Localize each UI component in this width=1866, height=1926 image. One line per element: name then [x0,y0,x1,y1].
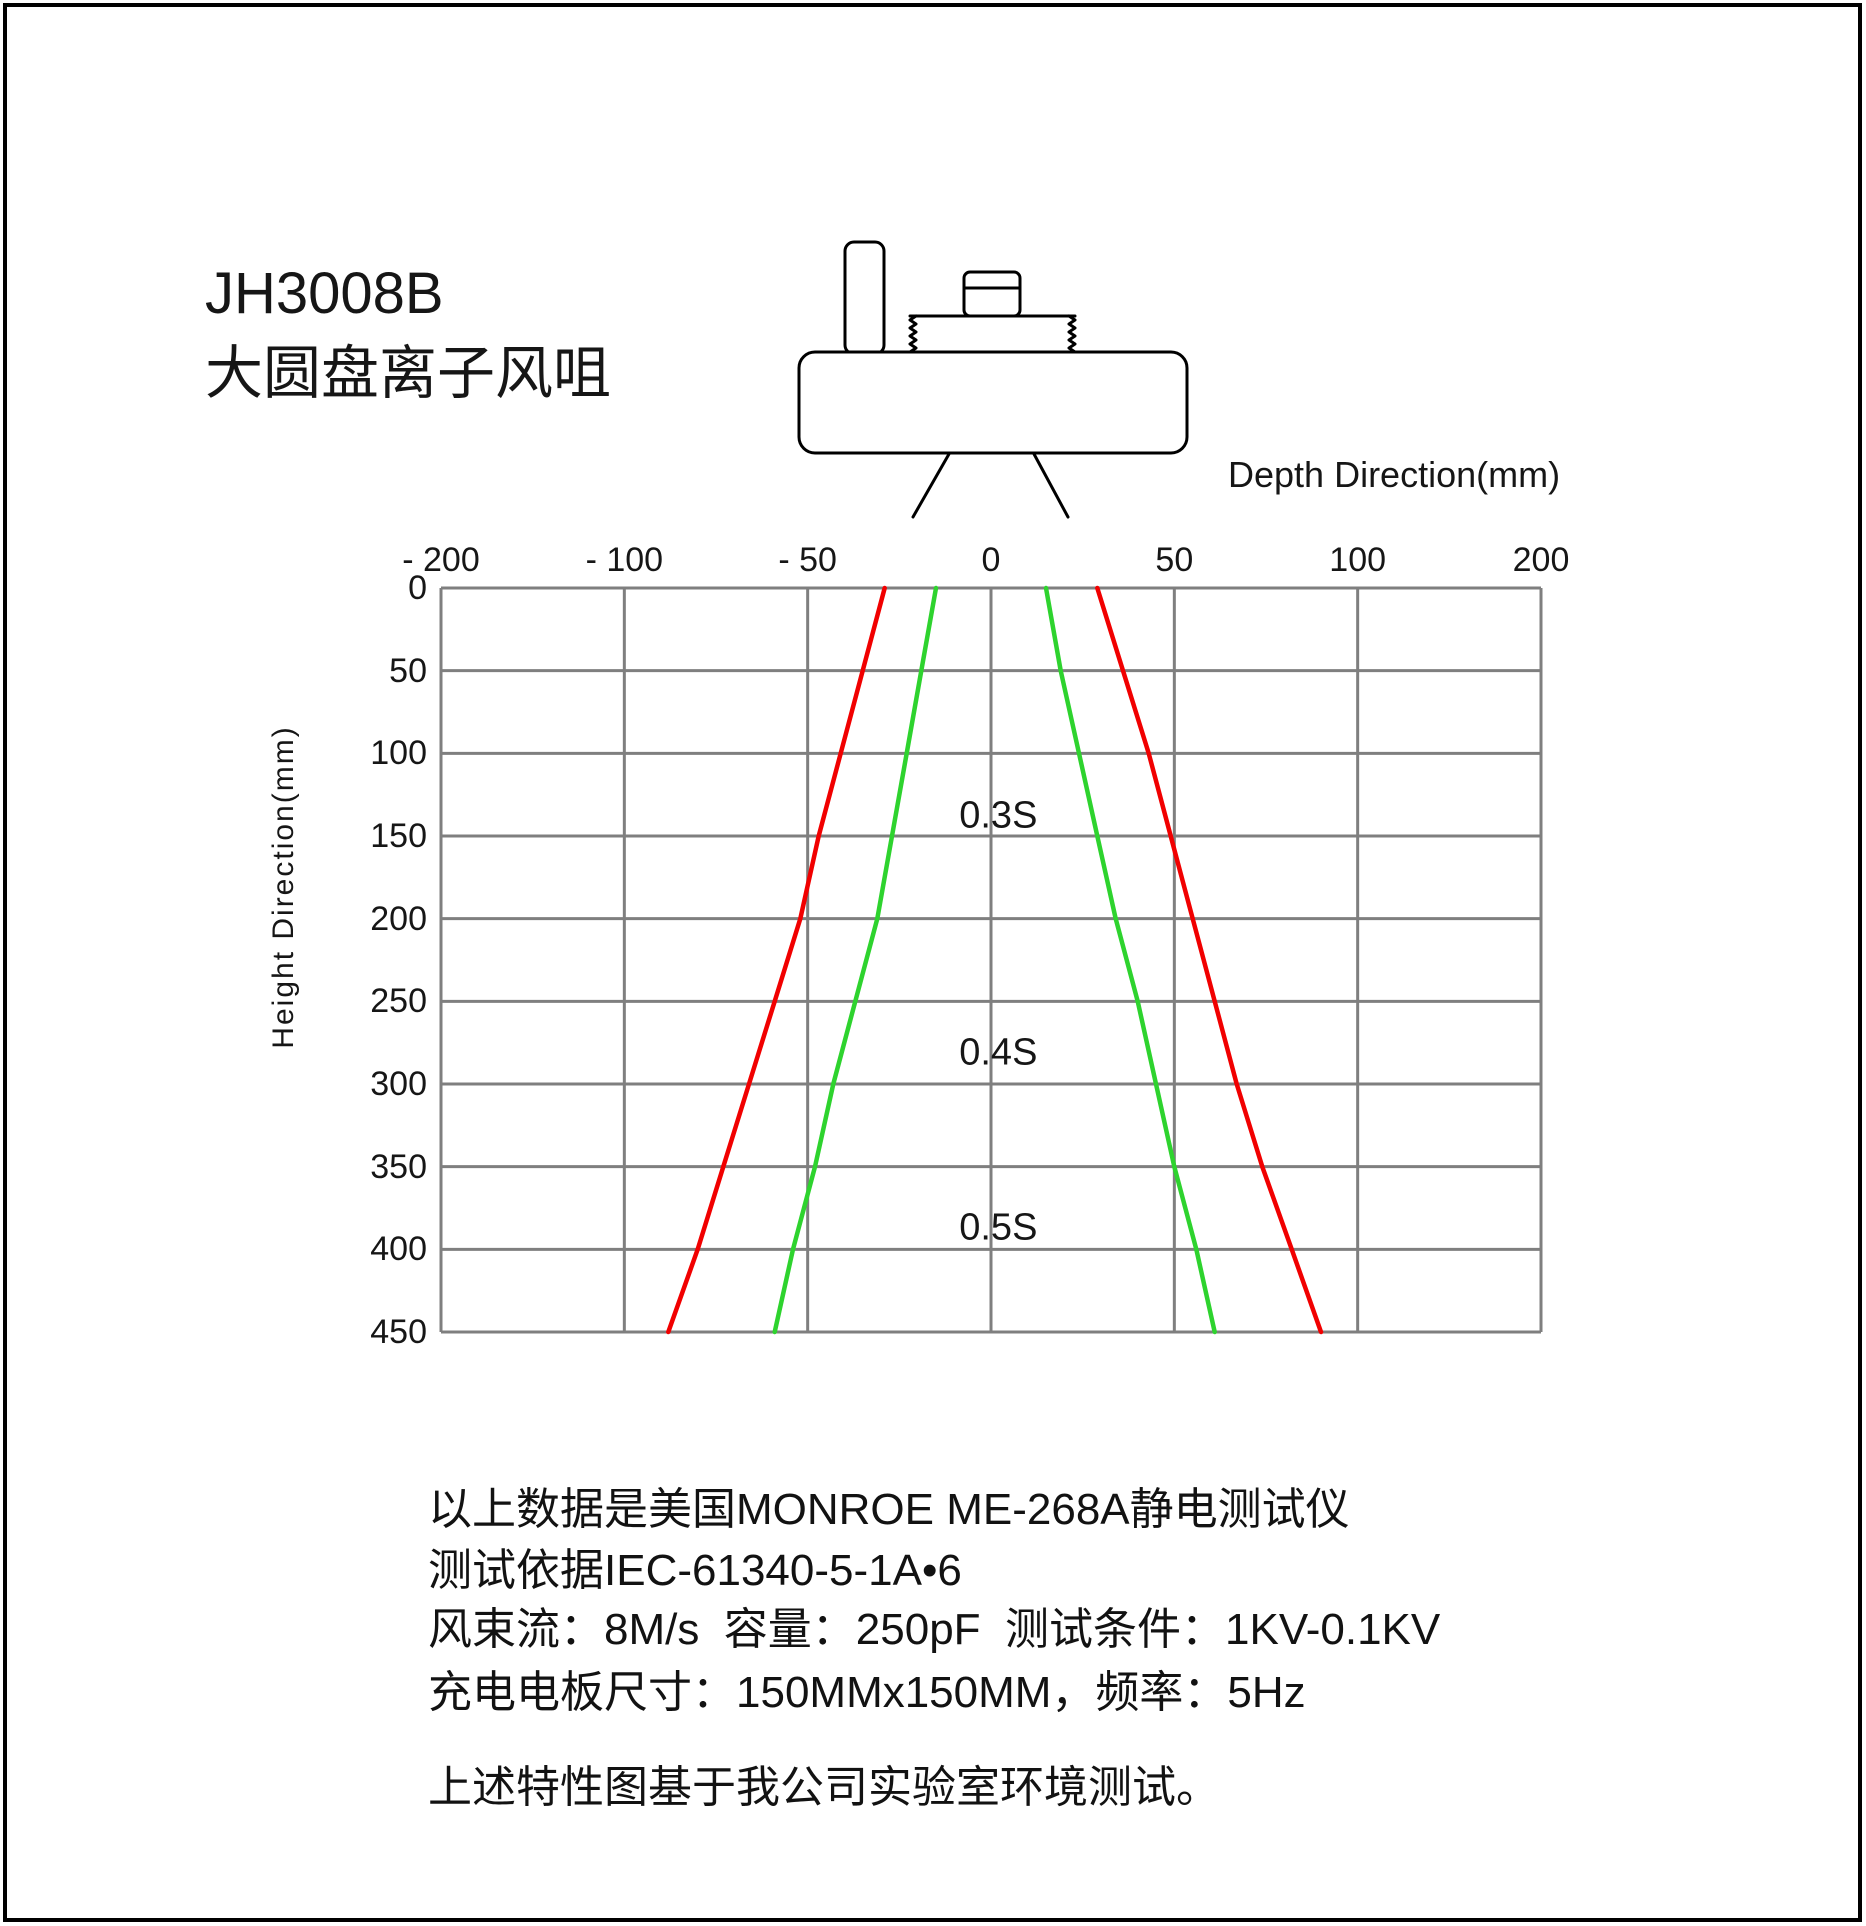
nozzle-thread-collar [908,314,1077,354]
x-tick-label: 100 [1329,541,1387,579]
airflow-line-left [911,452,951,519]
product-model: JH3008B [205,261,444,326]
decay-time-annotation: 0.3S [959,794,1038,837]
decay-time-annotation: 0.5S [959,1206,1038,1249]
note-footer: 上述特性图基于我公司实验室环境测试。 [428,1763,1220,1812]
product-name: 大圆盘离子风咀 [205,341,612,406]
x-tick-label: 200 [1512,541,1570,579]
x-tick-label: - 100 [585,541,664,579]
x-tick-label: - 200 [402,541,480,579]
y-tick-label: 0 [408,569,427,607]
y-tick-label: 450 [370,1313,427,1351]
note-line-1: 以上数据是美国MONROE ME-268A静电测试仪 [428,1485,1350,1534]
y-axis-title: Height Direction(mm) [267,725,300,1049]
chart-series [666,585,1324,1335]
decay-time-annotation: 0.4S [959,1031,1038,1074]
red-right-boundary [1095,585,1324,1335]
nozzle-cap [962,270,1022,318]
y-tick-label: 350 [370,1147,427,1186]
airflow-line-right [1032,452,1070,519]
y-tick-label: 400 [370,1230,427,1269]
title-block: JH3008B 大圆盘离子风咀 [205,254,611,414]
x-tick-label: 50 [1155,541,1194,579]
y-tick-label: 50 [389,651,427,690]
chart-grid [439,586,1543,1334]
green-right-boundary [1043,585,1217,1335]
nozzle-diagram [797,240,1189,519]
y-tick-label: 200 [370,899,427,938]
x-tick-label: 0 [981,541,1001,579]
y-tick-label: 250 [370,982,427,1021]
x-tick-label: - 50 [778,541,837,579]
y-tick-label: 300 [370,1065,427,1103]
note-line-2: 测试依据IEC-61340-5-1A•6 [428,1546,962,1595]
y-tick-label: 150 [370,817,427,855]
y-tick-label: 100 [370,734,427,773]
nozzle-body [797,350,1189,455]
red-left-boundary [666,585,887,1335]
note-line-4: 充电电板尺寸：150MMx150MM，频率：5Hz [428,1668,1306,1717]
nozzle-pillar [843,240,886,356]
x-axis-title: Depth Direction(mm) [1228,454,1561,495]
note-line-3: 风束流：8M/s 容量：250pF 测试条件：1KV-0.1KV [428,1605,1441,1654]
green-left-boundary [772,585,939,1335]
